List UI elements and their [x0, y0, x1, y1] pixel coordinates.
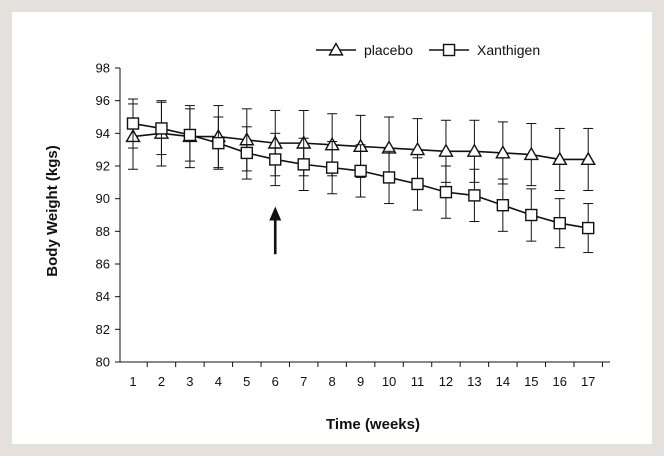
- x-tick-label: 17: [581, 374, 595, 389]
- y-axis-title: Body Weight (kgs): [44, 145, 61, 276]
- x-tick-label: 1: [129, 374, 136, 389]
- data-point-xanthigen: [525, 208, 538, 222]
- data-point-xanthigen: [354, 164, 367, 178]
- y-tick-label: 82: [96, 322, 110, 337]
- legend-label-placebo: placebo: [364, 42, 413, 58]
- data-point-xanthigen: [126, 117, 140, 130]
- x-tick-label: 16: [553, 374, 567, 389]
- x-tick-label: 3: [186, 374, 193, 389]
- data-point-xanthigen: [240, 146, 254, 160]
- x-tick-label: 14: [496, 374, 510, 389]
- data-point-placebo: [438, 143, 454, 157]
- y-tick-label: 98: [96, 61, 110, 76]
- y-tick-label: 88: [96, 224, 110, 239]
- data-point-xanthigen: [155, 122, 168, 135]
- y-tick-label: 92: [96, 159, 110, 174]
- data-point-placebo: [523, 146, 540, 161]
- data-point-xanthigen: [411, 177, 424, 191]
- x-tick-label: 7: [300, 374, 307, 389]
- legend-label-xanthigen: Xanthigen: [477, 42, 540, 58]
- legend-marker-placebo: [328, 42, 344, 56]
- data-point-xanthigen: [269, 153, 282, 166]
- y-tick-label: 80: [96, 355, 110, 370]
- data-point-xanthigen: [183, 128, 197, 142]
- data-point-xanthigen: [212, 136, 225, 150]
- y-tick-label: 84: [96, 289, 110, 304]
- x-axis-title: Time (weeks): [326, 416, 420, 433]
- y-tick-label: 94: [96, 126, 110, 141]
- data-point-placebo: [552, 151, 568, 166]
- figure-panel: placebo Xanthigen 80 82 84 86 88 90 92 94 96 98 1 2 3…: [12, 12, 652, 444]
- data-point-xanthigen: [439, 185, 453, 199]
- data-point-xanthigen: [297, 158, 310, 171]
- legend: placebo Xanthigen: [316, 42, 540, 58]
- y-tick-label: 90: [96, 191, 110, 206]
- x-tick-label: 15: [524, 374, 538, 389]
- data-point-xanthigen: [325, 161, 339, 174]
- x-tick-label: 5: [243, 374, 250, 389]
- x-tick-label: 12: [439, 374, 453, 389]
- plot-area: [125, 98, 596, 255]
- data-point-xanthigen: [553, 216, 566, 230]
- data-point-placebo: [495, 145, 511, 159]
- x-tick-label: 2: [158, 374, 165, 389]
- data-point-xanthigen: [468, 189, 481, 202]
- data-point-placebo: [466, 143, 483, 157]
- y-tick-label: 96: [96, 93, 110, 108]
- data-point-xanthigen: [582, 221, 595, 235]
- arrow-head: [269, 206, 282, 221]
- x-tick-label: 13: [467, 374, 481, 389]
- annotation-arrow: [269, 206, 282, 255]
- x-tick-label: 6: [272, 374, 279, 389]
- legend-marker-xanthigen: [442, 43, 456, 57]
- data-point-xanthigen: [382, 171, 396, 184]
- y-tick-label: 86: [96, 257, 110, 272]
- x-tick-label: 9: [357, 374, 364, 389]
- data-point-xanthigen: [496, 198, 510, 212]
- x-tick-label: 10: [382, 374, 396, 389]
- data-point-placebo: [409, 141, 426, 156]
- x-tick-label: 11: [411, 374, 425, 389]
- x-tick-label: 8: [329, 374, 336, 389]
- data-point-placebo: [580, 151, 596, 166]
- x-tick-label: 4: [215, 374, 222, 389]
